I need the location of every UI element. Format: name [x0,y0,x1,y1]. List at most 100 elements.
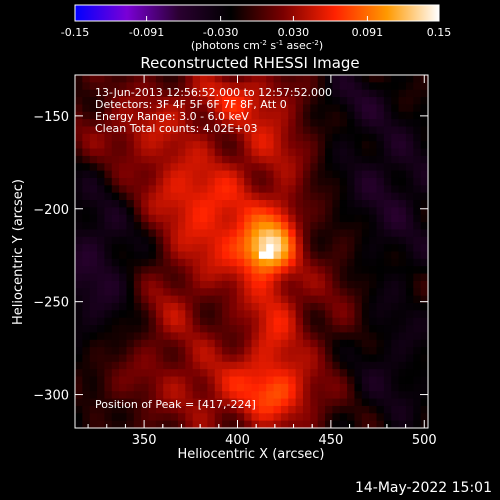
heatmap-cell [266,302,275,311]
heatmap-cell [214,207,223,216]
heatmap-cell [89,119,98,128]
heatmap-cell [405,236,414,245]
heatmap-cell [170,192,179,201]
heatmap-cell [258,185,267,194]
heatmap-cell [251,75,260,83]
heatmap-cell [141,280,150,289]
heatmap-cell [82,280,91,289]
heatmap-cell [332,89,341,98]
heatmap-cell [280,420,289,429]
heatmap-cell [141,251,150,260]
heatmap-cell [317,148,326,157]
heatmap-cell [207,405,216,414]
heatmap-cell [339,325,348,333]
heatmap-cell [310,111,319,120]
heatmap-cell [244,361,253,370]
heatmap-cell [207,222,216,231]
heatmap-cell [288,273,297,282]
heatmap-cell [317,111,326,120]
heatmap-cell [317,325,326,333]
heatmap-cell [163,170,172,179]
heatmap-cell [273,347,282,356]
heatmap-cell [295,266,304,275]
heatmap-cell [214,339,223,348]
heatmap-cell [200,155,208,164]
heatmap-cell [148,405,157,414]
heatmap-cell [273,376,282,385]
heatmap-cell [383,229,392,238]
heatmap-cell [302,354,311,363]
heatmap-cell [82,163,91,172]
heatmap-cell [170,104,179,113]
heatmap-cell [207,214,216,223]
heatmap-cell [155,280,164,289]
heatmap-cell [273,111,282,120]
heatmap-cell [185,391,194,400]
heatmap-cell [332,177,341,186]
heatmap-cell [317,229,326,238]
heatmap-cell [251,104,260,113]
heatmap-cell [170,200,179,208]
heatmap-cell [222,126,231,135]
heatmap-cell [119,155,128,164]
heatmap-cell [126,332,135,341]
colorbar [74,4,440,22]
heatmap-cell [361,420,370,429]
heatmap-cell [229,126,238,135]
heatmap-cell [214,266,223,275]
heatmap-cell [405,288,414,297]
heatmap-cell [332,75,341,83]
heatmap-cell [391,295,400,304]
heatmap-cell [119,376,128,385]
heatmap-cell [258,222,267,231]
heatmap-cell [325,258,333,267]
heatmap-cell [273,126,282,135]
heatmap-cell [97,391,106,400]
heatmap-cell [82,413,91,422]
heatmap-cell [369,141,378,150]
heatmap-cell [302,361,311,370]
heatmap-cell [339,141,348,150]
heatmap-cell [295,280,304,289]
heatmap-cell [155,214,164,223]
heatmap-cell [391,82,400,91]
heatmap-cell [222,420,231,429]
heatmap-cell [339,295,348,304]
heatmap-cell [163,97,172,106]
heatmap-cell [258,391,267,400]
heatmap-cell [369,163,378,172]
heatmap-cell [295,295,304,304]
heatmap-cell [288,222,297,231]
heatmap-cell [273,119,282,128]
heatmap-cell [317,258,326,267]
heatmap-cell [376,75,385,83]
heatmap-cell [170,398,179,407]
heatmap-cell [185,104,194,113]
heatmap-cell [288,119,297,128]
heatmap-cell [97,200,106,208]
heatmap-cell [361,214,370,223]
heatmap-cell [163,420,172,429]
heatmap-cell [229,244,238,253]
heatmap-cell [405,163,414,172]
heatmap-cell [207,177,216,186]
heatmap-cell [376,119,385,128]
heatmap-cell [325,155,333,164]
heatmap-cell [383,97,392,106]
heatmap-cell [185,155,194,164]
heatmap-cell [339,97,348,106]
heatmap-cell [170,163,179,172]
heatmap-cell [295,376,304,385]
heatmap-cell [317,266,326,275]
heatmap-cell [75,155,83,164]
heatmap-cell [82,222,91,231]
heatmap-cell [354,325,363,333]
heatmap-cell [104,420,113,429]
heatmap-cell [295,119,304,128]
heatmap-cell [82,376,91,385]
heatmap-cell [325,119,333,128]
heatmap-cell [420,302,429,311]
heatmap-cell [332,251,341,260]
heatmap-cell [251,163,260,172]
heatmap-cell [339,266,348,275]
